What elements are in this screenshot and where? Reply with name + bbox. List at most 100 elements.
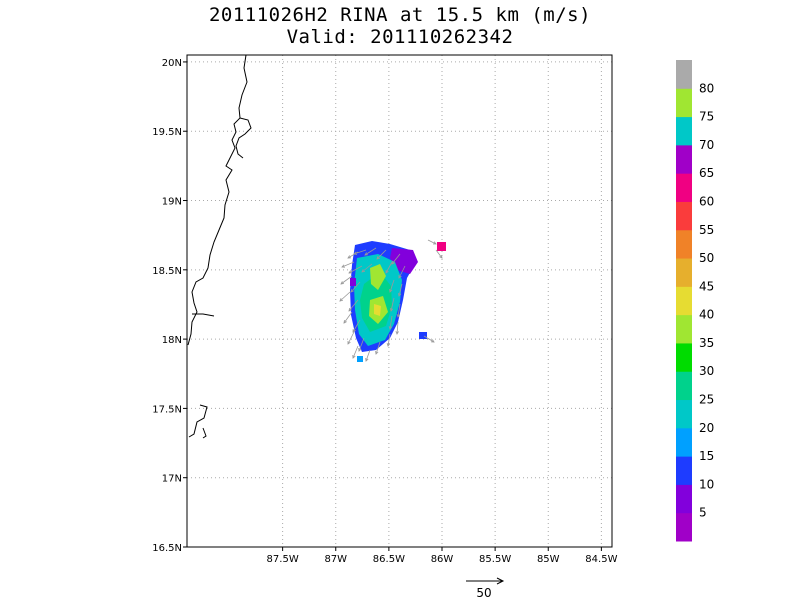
wind-vector [364,247,377,256]
wind-vector [435,249,443,259]
map-frame [186,54,613,548]
colorbar-swatch [676,144,692,174]
wind-vector [341,261,355,268]
wind-vector [385,261,393,274]
wind-vector [389,279,395,293]
wind-vector [396,321,399,335]
wind-vector-head [343,319,347,324]
colorbar-swatch [676,456,692,485]
wind-vector-head [391,260,395,265]
wind-vector-head [389,307,394,312]
wind-vector-head [396,314,401,318]
wind-vector-head [432,241,437,245]
colorbar-label: 75 [699,110,714,124]
wind-speed-field [350,241,446,362]
wind-vector [423,335,435,343]
wind-vector [365,349,371,362]
wind-vector [339,291,351,302]
lat-tick-label: 17N [162,474,182,485]
wind-vector [376,249,387,260]
wind-vector [352,319,361,333]
field-cell-4 [350,278,356,286]
lat-tick-label: 17.5N [152,404,182,415]
colorbar-label: 5 [699,506,707,520]
wind-vector-head [352,354,356,359]
lat-tick-label: 18N [162,335,182,346]
wind-vector-head [395,331,399,335]
wind-vector-head [375,350,379,355]
wind-vector [427,239,437,245]
wind-vector-head [376,256,380,260]
vector-key-label: 50 [476,586,491,600]
wind-vector-head [430,339,435,343]
colorbar-label: 35 [699,336,714,350]
colorbar-label: 15 [699,449,714,463]
title-block: 20111026H2 RINA at 15.5 km (m/s) Valid: … [0,4,800,48]
title-line-1: 20111026H2 RINA at 15.5 km (m/s) [208,4,592,26]
vector-key-arrowhead [496,577,505,585]
wind-vector-head [352,328,356,333]
colorbar-swatch [676,173,692,202]
colorbar-swatch [676,399,692,429]
wind-vector-head [361,269,366,273]
lat-tick-label: 19.5N [152,127,182,138]
field-yellow [374,304,381,316]
wind-vector-head [347,340,351,345]
colorbar-swatch [676,201,692,231]
wind-vector [352,345,359,359]
colorbar-label: 30 [699,364,714,378]
lon-tick-label: 86.5W [373,554,405,565]
wind-vector [398,283,403,297]
wind-vector [361,263,373,273]
field-cell-3 [357,356,363,362]
wind-vector [387,333,391,347]
title-line-2: Valid: 201110262342 [286,26,514,48]
lat-tick-label: 19N [162,197,182,208]
wind-vector [397,303,401,318]
colorbar-label: 55 [699,223,714,237]
lon-tick-label: 86W [431,554,454,565]
colorbar-label: 20 [699,421,714,435]
lat-tick-labels: 16.5N 17N 17.5N 18N 18.5N 19N 19.5N 20N [152,58,187,554]
wind-vectors [339,239,443,362]
wind-vector [389,315,393,330]
wind-vector [375,341,381,355]
colorbar-swatch [676,484,692,514]
colorbar-swatch [676,371,692,401]
wind-vector-head [353,251,358,255]
colorbar-label: 50 [699,251,714,265]
wind-vector-head [340,281,345,285]
lat-tick-label: 20N [162,58,182,69]
wind-vector-head [385,269,389,274]
lon-tick-labels: 87.5W 87W 86.5W 86W 85.5W 85W 84.5W [267,547,618,565]
colorbar-label: 40 [699,308,714,322]
wind-vector [350,281,361,293]
colorbar-label: 80 [699,81,714,95]
wind-vector [398,265,406,279]
colorbar-swatch [676,512,692,542]
wind-vector-head [397,292,402,297]
wind-vector [348,299,359,312]
wind-vector [353,249,367,255]
wind-vector [358,337,365,352]
lon-tick-label: 85W [537,554,560,565]
colorbar-swatch [676,342,692,372]
wind-vector-head [398,274,402,279]
wind-vector-head [364,252,369,256]
colorbar-swatch [676,258,692,287]
colorbar: 5 10 15 20 25 30 35 40 45 50 55 60 65 70 75 80 [676,60,714,542]
coastline [187,54,252,439]
wind-vector [391,253,401,265]
field-lime [370,264,386,290]
colorbar-swatch [676,314,692,344]
colorbar-label: 45 [699,279,714,293]
lat-tick-label: 18.5N [152,266,182,277]
wind-vector [347,331,355,345]
colorbar-label: 70 [699,138,714,152]
field-cell-1 [437,242,446,251]
wind-vector [390,297,395,312]
wind-vector-head [358,347,362,352]
wind-vector-head [386,343,391,347]
lon-tick-label: 87.5W [267,554,299,565]
